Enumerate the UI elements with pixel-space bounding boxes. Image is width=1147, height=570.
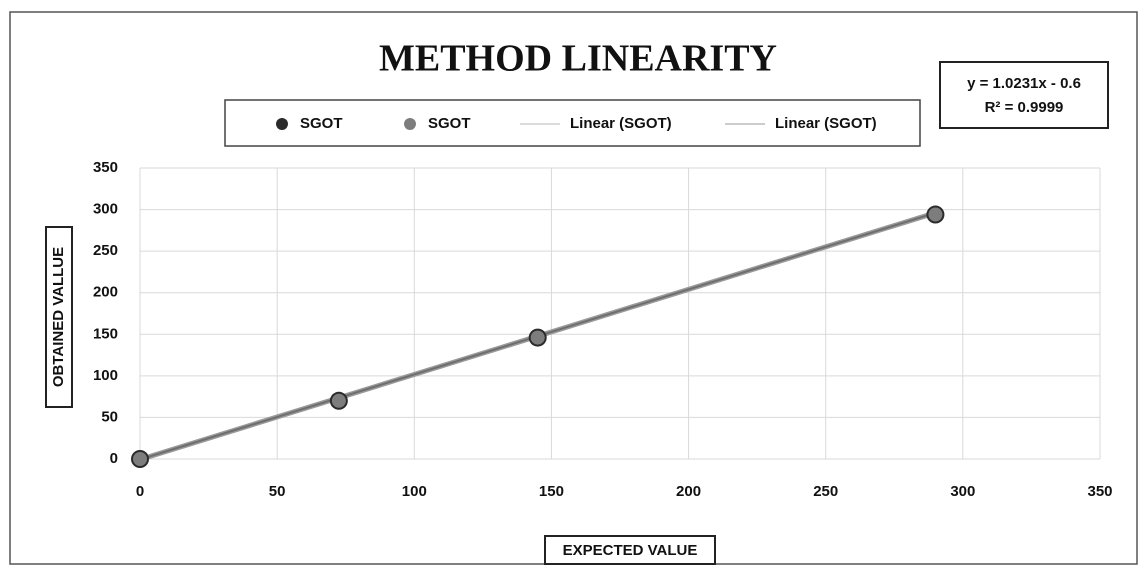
x-tick-label: 300: [950, 483, 975, 500]
x-tick-label: 250: [813, 483, 838, 500]
x-tick-label: 100: [402, 483, 427, 500]
x-tick-label: 150: [539, 483, 564, 500]
legend-box: [224, 99, 921, 147]
legend-marker: [404, 118, 416, 130]
y-tick-label: 250: [93, 242, 118, 259]
y-tick-label: 0: [110, 450, 118, 467]
y-label-box: [45, 226, 73, 408]
x-tick-label: 200: [676, 483, 701, 500]
y-tick-label: 350: [93, 159, 118, 176]
data-point: [530, 330, 545, 345]
x-tick-label: 350: [1087, 483, 1112, 500]
legend-marker: [276, 118, 288, 130]
y-tick-label: 300: [93, 201, 118, 218]
data-point: [928, 207, 943, 222]
x-axis-label: EXPECTED VALUE: [563, 542, 698, 559]
y-tick-label: 200: [93, 284, 118, 301]
y-axis-label: OBTAINED VALLUE: [50, 247, 67, 387]
x-tick-label: 0: [136, 483, 144, 500]
r-squared: R² = 0.9999: [985, 99, 1064, 116]
y-tick-label: 100: [93, 367, 118, 384]
legend-label: Linear (SGOT): [775, 115, 877, 132]
data-point: [331, 393, 346, 408]
legend-label: SGOT: [428, 115, 471, 132]
equation-box: [939, 61, 1109, 129]
y-tick-label: 150: [93, 325, 118, 342]
legend-label: SGOT: [300, 115, 343, 132]
legend-label: Linear (SGOT): [570, 115, 672, 132]
equation: y = 1.0231x - 0.6: [967, 75, 1081, 92]
data-point: [133, 452, 147, 466]
x-label-box: [544, 535, 716, 565]
x-tick-label: 50: [269, 483, 286, 500]
y-tick-label: 50: [101, 408, 118, 425]
chart-title: METHOD LINEARITY: [379, 38, 777, 80]
